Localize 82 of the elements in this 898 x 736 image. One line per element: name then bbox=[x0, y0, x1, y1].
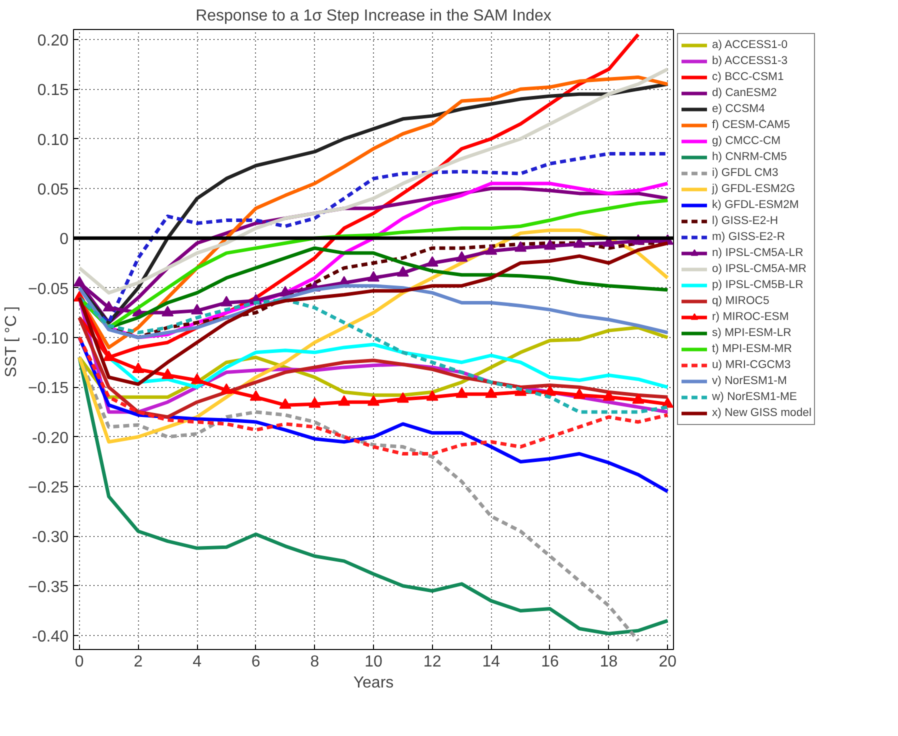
point bbox=[308, 397, 321, 408]
line-series bbox=[78, 336, 670, 456]
x-tick-label: 2 bbox=[134, 654, 143, 670]
point bbox=[456, 251, 468, 262]
legend-label: i) GFDL CM3 bbox=[712, 166, 778, 181]
y-tick-label: 0.05 bbox=[37, 181, 69, 198]
legend-label: u) MRI-CGCM3 bbox=[712, 358, 791, 373]
legend-label: g) CMCC-CM bbox=[712, 134, 781, 149]
y-tick-label: 0.20 bbox=[37, 32, 69, 50]
chart-title: Response to a 1σ Step Increase in the SAM Index bbox=[196, 8, 552, 24]
line-series bbox=[78, 67, 670, 295]
point bbox=[220, 296, 232, 306]
x-tick-label: 12 bbox=[423, 654, 442, 670]
point bbox=[456, 387, 468, 398]
legend-label: k) GFDL-ESM2M bbox=[712, 198, 799, 213]
legend-label: l) GISS-E2-H bbox=[712, 214, 778, 229]
point bbox=[396, 266, 409, 277]
y-tick-label: -0.40 bbox=[32, 628, 69, 646]
legend-label: a) ACCESS1-0 bbox=[712, 38, 788, 53]
y-tick-label: 0.15 bbox=[37, 82, 69, 100]
x-tick-label: 4 bbox=[192, 654, 202, 670]
point bbox=[602, 390, 615, 401]
point bbox=[162, 368, 174, 379]
legend-label: h) CNRM-CM5 bbox=[712, 150, 787, 165]
legend-label: q) MIROC5 bbox=[712, 294, 770, 309]
point bbox=[250, 390, 262, 401]
x-tick-label: 16 bbox=[541, 654, 559, 670]
y-tick-label: −0.05 bbox=[28, 280, 69, 298]
point bbox=[632, 393, 644, 404]
point bbox=[396, 392, 409, 403]
point bbox=[102, 300, 115, 312]
point bbox=[220, 383, 232, 394]
legend-label: o) IPSL-CM5A-MR bbox=[712, 262, 806, 277]
point bbox=[544, 385, 556, 396]
legend-label: n) IPSL-CM5A-LR bbox=[712, 246, 804, 261]
legend-label: j) GFDL-ESM2G bbox=[712, 182, 796, 197]
point bbox=[426, 256, 438, 267]
point bbox=[514, 241, 527, 252]
legend-label: w) NorESM1-ME bbox=[712, 390, 797, 405]
x-tick-label: 8 bbox=[310, 654, 320, 670]
legend-label: c) BCC-CSM1 bbox=[712, 70, 784, 85]
legend-label: v) NorESM1-M bbox=[712, 374, 787, 389]
point bbox=[426, 390, 438, 401]
point bbox=[191, 304, 204, 314]
point bbox=[485, 244, 498, 255]
point bbox=[279, 398, 292, 409]
x-tick-label: 20 bbox=[658, 654, 677, 670]
point bbox=[573, 388, 586, 399]
x-axis-title: Years bbox=[353, 674, 394, 692]
legend-label: x) New GISS model bbox=[712, 406, 812, 421]
point bbox=[485, 387, 498, 398]
y-tick-label: 0 bbox=[60, 231, 69, 248]
legend-label: b) ACCESS1-3 bbox=[712, 54, 788, 69]
y-tick-label: 0.10 bbox=[37, 132, 69, 149]
point bbox=[162, 306, 174, 316]
legend-label: p) IPSL-CM5B-LR bbox=[712, 278, 804, 293]
legend-label: r) MIROC-ESM bbox=[712, 310, 789, 325]
legend-label: e) CCSM4 bbox=[712, 102, 765, 117]
legend-label: t) MPI-ESM-MR bbox=[712, 342, 792, 357]
y-tick-label: −0.25 bbox=[28, 480, 69, 497]
legend-label: s) MPI-ESM-LR bbox=[712, 326, 792, 341]
y-axis-title: SST [ °C ] bbox=[3, 306, 20, 378]
x-tick-label: 10 bbox=[364, 654, 382, 670]
point bbox=[279, 286, 292, 296]
point bbox=[368, 395, 380, 406]
legend-label: d) CanESM2 bbox=[712, 86, 777, 101]
x-tick-label: 0 bbox=[74, 654, 84, 670]
point bbox=[368, 271, 380, 282]
point bbox=[544, 239, 556, 250]
y-tick-label: -0.10 bbox=[32, 330, 69, 348]
point bbox=[338, 395, 350, 406]
y-tick-label: −0.15 bbox=[28, 380, 69, 398]
x-tick-label: 6 bbox=[251, 654, 260, 670]
x-tick-label: 18 bbox=[600, 654, 618, 670]
point bbox=[132, 362, 144, 373]
y-tick-label: -0.30 bbox=[32, 529, 69, 546]
legend-label: m) GISS-E2-R bbox=[712, 230, 786, 245]
x-tick-label: 14 bbox=[482, 654, 500, 670]
y-tick-label: −0.35 bbox=[28, 578, 69, 596]
y-tick-label: -0.20 bbox=[32, 430, 69, 447]
point bbox=[191, 373, 204, 384]
legend-label: f) CESM-CAM5 bbox=[712, 118, 790, 133]
